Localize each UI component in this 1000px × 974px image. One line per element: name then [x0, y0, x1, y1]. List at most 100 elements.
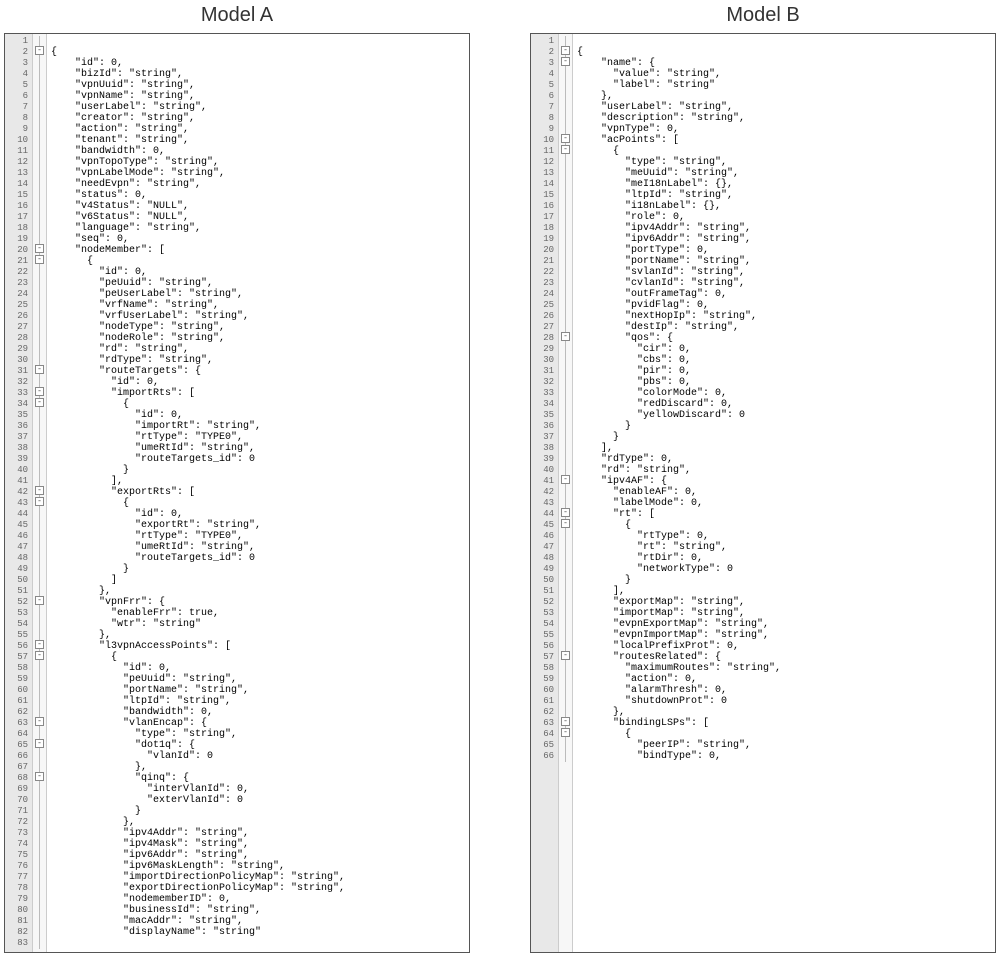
right-panel: Model B 12345678910111213141516171819202…	[530, 4, 996, 953]
line-number: 56	[531, 641, 554, 652]
fold-toggle[interactable]: -	[561, 57, 570, 66]
line-number: 69	[5, 784, 28, 795]
fold-toggle[interactable]: -	[35, 486, 44, 495]
fold-toggle[interactable]: -	[35, 398, 44, 407]
code-line: "bandwidth": 0,	[51, 146, 465, 157]
line-number: 62	[531, 707, 554, 718]
left-code-area: { "id": 0, "bizId": "string", "vpnUuid":…	[47, 34, 469, 952]
code-line: "portName": "string",	[577, 256, 991, 267]
fold-toggle[interactable]: -	[561, 717, 570, 726]
code-line: "exportRt": "string",	[51, 520, 465, 531]
line-number: 44	[5, 509, 28, 520]
line-number: 51	[5, 586, 28, 597]
line-number: 23	[5, 278, 28, 289]
fold-toggle[interactable]: -	[561, 519, 570, 528]
fold-toggle[interactable]: -	[561, 134, 570, 143]
code-line: "i18nLabel": {},	[577, 201, 991, 212]
code-line: "seq": 0,	[51, 234, 465, 245]
code-line: "ipv6MaskLength": "string",	[51, 861, 465, 872]
line-number: 46	[531, 531, 554, 542]
fold-toggle[interactable]: -	[35, 387, 44, 396]
code-line: "cir": 0,	[577, 344, 991, 355]
fold-toggle[interactable]: -	[561, 728, 570, 737]
fold-toggle[interactable]: -	[35, 739, 44, 748]
line-number: 11	[5, 146, 28, 157]
line-number: 2	[531, 47, 554, 58]
line-number: 8	[531, 113, 554, 124]
line-number: 59	[531, 674, 554, 685]
fold-toggle[interactable]: -	[35, 640, 44, 649]
line-number: 8	[5, 113, 28, 124]
fold-toggle[interactable]: -	[561, 508, 570, 517]
line-number: 65	[5, 740, 28, 751]
line-number: 61	[5, 696, 28, 707]
code-line: "vlanId": 0	[51, 751, 465, 762]
code-line: "importDirectionPolicyMap": "string",	[51, 872, 465, 883]
code-line: "ipv4Mask": "string",	[51, 839, 465, 850]
code-line: "type": "string",	[51, 729, 465, 740]
fold-toggle[interactable]: -	[35, 717, 44, 726]
fold-toggle[interactable]: -	[561, 332, 570, 341]
line-number: 19	[531, 234, 554, 245]
fold-toggle[interactable]: -	[35, 596, 44, 605]
line-number: 45	[5, 520, 28, 531]
right-line-gutter: 1234567891011121314151617181920212223242…	[531, 34, 559, 952]
code-line: "bindType": 0,	[577, 751, 991, 762]
code-line: "rd": "string",	[577, 465, 991, 476]
line-number: 56	[5, 641, 28, 652]
code-line: "outFrameTag": 0,	[577, 289, 991, 300]
fold-toggle[interactable]: -	[35, 772, 44, 781]
line-number: 16	[5, 201, 28, 212]
code-line: }	[577, 432, 991, 443]
fold-toggle[interactable]: -	[561, 651, 570, 660]
fold-toggle[interactable]: -	[561, 46, 570, 55]
code-line: "ltpId": "string",	[577, 190, 991, 201]
line-number: 70	[5, 795, 28, 806]
fold-toggle[interactable]: -	[35, 651, 44, 660]
line-number: 81	[5, 916, 28, 927]
line-number: 47	[5, 542, 28, 553]
line-number: 4	[5, 69, 28, 80]
line-number: 63	[531, 718, 554, 729]
line-number: 27	[5, 322, 28, 333]
code-line: "portType": 0,	[577, 245, 991, 256]
code-line	[577, 36, 991, 47]
line-number: 9	[531, 124, 554, 135]
fold-toggle[interactable]: -	[561, 145, 570, 154]
code-line: }	[577, 575, 991, 586]
code-line: "bindingLSPs": [	[577, 718, 991, 729]
code-line: {	[577, 520, 991, 531]
code-line: "ltpId": "string",	[51, 696, 465, 707]
code-line: "importMap": "string",	[577, 608, 991, 619]
line-number: 41	[5, 476, 28, 487]
fold-toggle[interactable]: -	[35, 365, 44, 374]
code-line: "displayName": "string"	[51, 927, 465, 938]
line-number: 73	[5, 828, 28, 839]
code-line: "creator": "string",	[51, 113, 465, 124]
line-number: 29	[531, 344, 554, 355]
line-number: 15	[5, 190, 28, 201]
code-line: "qinq": {	[51, 773, 465, 784]
fold-toggle[interactable]: -	[35, 46, 44, 55]
code-line: "id": 0,	[51, 377, 465, 388]
code-line: "rtType": "TYPE0",	[51, 531, 465, 542]
line-number: 29	[5, 344, 28, 355]
fold-toggle[interactable]: -	[35, 255, 44, 264]
line-number: 54	[5, 619, 28, 630]
fold-toggle[interactable]: -	[35, 244, 44, 253]
fold-toggle[interactable]: -	[35, 497, 44, 506]
code-line: "businessId": "string",	[51, 905, 465, 916]
code-line: "evpnImportMap": "string",	[577, 630, 991, 641]
code-line: "bandwidth": 0,	[51, 707, 465, 718]
fold-toggle[interactable]: -	[561, 475, 570, 484]
line-number: 13	[531, 168, 554, 179]
code-line: "exportDirectionPolicyMap": "string",	[51, 883, 465, 894]
code-line: "macAddr": "string",	[51, 916, 465, 927]
line-number: 24	[5, 289, 28, 300]
line-number: 50	[5, 575, 28, 586]
code-line: "rdType": "string",	[51, 355, 465, 366]
code-line: "rdType": 0,	[577, 454, 991, 465]
line-number: 55	[531, 630, 554, 641]
line-number: 25	[531, 300, 554, 311]
line-number: 12	[5, 157, 28, 168]
